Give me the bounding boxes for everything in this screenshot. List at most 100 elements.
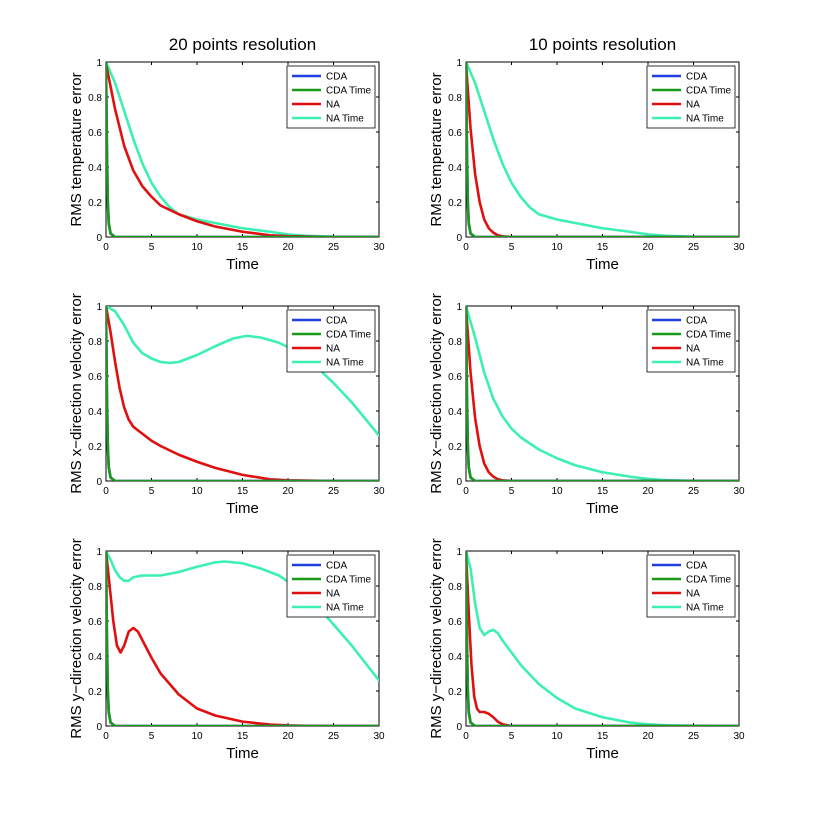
y-tick-label: 1 — [456, 302, 462, 313]
series-line-cda-time — [466, 306, 739, 481]
x-tick-label: 0 — [463, 242, 469, 253]
series-line-cda-time — [106, 306, 379, 481]
legend-label: CDA Time — [326, 330, 371, 341]
y-tick-label: 0.4 — [88, 652, 102, 663]
x-tick-label: 5 — [509, 731, 515, 742]
chart-panel-1: 0 5 10 15 20 25 30 0 0.2 0.4 0.6 0.8 1 CDA CDA Time NA N… — [428, 35, 745, 273]
legend-label: CDA — [326, 561, 347, 572]
x-tick-label: 15 — [597, 242, 609, 253]
y-tick-label: 0.2 — [88, 442, 102, 453]
x-tick-label: 20 — [642, 731, 654, 742]
x-tick-label: 5 — [509, 242, 515, 253]
legend-label: NA Time — [326, 603, 364, 614]
x-tick-label: 25 — [328, 486, 340, 497]
legend: CDA CDA Time NA NA Time — [646, 554, 736, 618]
series-line-cda-time — [106, 62, 379, 237]
y-axis-label: RMS y−direction velocity error — [428, 538, 445, 738]
x-tick-label: 5 — [509, 486, 515, 497]
legend-label: CDA Time — [686, 330, 731, 341]
chart-panel-0: 0 5 10 15 20 25 30 0 0.2 0.4 0.6 0.8 1 CDA CDA Time NA N… — [68, 35, 385, 273]
x-tick-label: 25 — [688, 486, 700, 497]
legend-label: NA Time — [686, 603, 724, 614]
legend-label: CDA — [326, 72, 347, 83]
legend-label: CDA Time — [326, 575, 371, 586]
y-tick-label: 0.4 — [448, 407, 462, 418]
y-tick-label: 0.4 — [88, 163, 102, 174]
x-tick-label: 5 — [149, 731, 155, 742]
y-tick-label: 0.4 — [448, 163, 462, 174]
x-tick-label: 0 — [463, 486, 469, 497]
series-line-cda-time — [466, 551, 739, 726]
legend-label: NA — [326, 589, 340, 600]
x-axis-label: Time — [586, 745, 619, 762]
y-axis-label: RMS x−direction velocity error — [428, 293, 445, 493]
y-tick-label: 1 — [96, 302, 102, 313]
x-tick-label: 25 — [328, 731, 340, 742]
x-tick-label: 0 — [103, 731, 109, 742]
legend: CDA CDA Time NA NA Time — [646, 65, 736, 129]
legend-label: CDA — [686, 72, 707, 83]
x-tick-label: 15 — [237, 242, 249, 253]
x-tick-label: 25 — [688, 731, 700, 742]
y-tick-label: 0.6 — [88, 617, 102, 628]
x-tick-label: 30 — [373, 486, 385, 497]
y-tick-label: 0.2 — [88, 687, 102, 698]
legend: CDA CDA Time NA NA Time — [286, 554, 376, 618]
legend-label: CDA — [326, 316, 347, 327]
legend-label: CDA Time — [686, 86, 731, 97]
x-tick-label: 20 — [642, 242, 654, 253]
y-tick-label: 0 — [96, 477, 102, 488]
y-tick-label: 0 — [456, 722, 462, 733]
x-tick-label: 10 — [551, 242, 563, 253]
legend-label: NA Time — [326, 114, 364, 125]
legend-label: CDA — [686, 561, 707, 572]
y-tick-label: 0.4 — [448, 652, 462, 663]
y-tick-label: 0.6 — [448, 372, 462, 383]
y-tick-label: 0.8 — [448, 93, 462, 104]
y-tick-label: 0.2 — [448, 198, 462, 209]
x-tick-label: 30 — [733, 242, 745, 253]
legend-label: NA — [686, 344, 700, 355]
y-tick-label: 1 — [456, 58, 462, 69]
x-tick-label: 30 — [373, 731, 385, 742]
x-tick-label: 20 — [282, 731, 294, 742]
chart-title: 20 points resolution — [169, 35, 316, 54]
series-line-na-time — [466, 551, 739, 726]
series-line-na-time — [466, 306, 739, 481]
x-tick-label: 0 — [463, 731, 469, 742]
legend-label: NA — [326, 344, 340, 355]
chart-panel-5: 0 5 10 15 20 25 30 0 0.2 0.4 0.6 0.8 1 CDA CDA Time NA N… — [428, 538, 745, 762]
y-axis-label: RMS x−direction velocity error — [68, 293, 85, 493]
x-axis-label: Time — [586, 500, 619, 517]
legend-label: NA — [326, 100, 340, 111]
legend-label: NA Time — [326, 358, 364, 369]
y-tick-label: 0 — [456, 233, 462, 244]
x-tick-label: 0 — [103, 486, 109, 497]
y-tick-label: 0.8 — [448, 582, 462, 593]
x-tick-label: 15 — [237, 731, 249, 742]
x-tick-label: 10 — [191, 731, 203, 742]
legend-label: NA Time — [686, 114, 724, 125]
y-tick-label: 0.8 — [88, 582, 102, 593]
legend: CDA CDA Time NA NA Time — [286, 65, 376, 129]
y-tick-label: 0.8 — [448, 337, 462, 348]
y-tick-label: 0.4 — [88, 407, 102, 418]
legend-label: CDA — [686, 316, 707, 327]
chart-panel-2: 0 5 10 15 20 25 30 0 0.2 0.4 0.6 0.8 1 CDA CDA Time NA N… — [68, 293, 385, 517]
series-line-na — [106, 306, 379, 481]
x-tick-label: 30 — [373, 242, 385, 253]
y-tick-label: 1 — [456, 547, 462, 558]
x-tick-label: 30 — [733, 731, 745, 742]
x-tick-label: 10 — [551, 486, 563, 497]
y-tick-label: 0.8 — [88, 337, 102, 348]
x-tick-label: 20 — [282, 486, 294, 497]
y-tick-label: 0.2 — [88, 198, 102, 209]
y-tick-label: 1 — [96, 58, 102, 69]
x-tick-label: 5 — [149, 242, 155, 253]
x-axis-label: Time — [226, 500, 259, 517]
x-tick-label: 15 — [597, 486, 609, 497]
legend: CDA CDA Time NA NA Time — [286, 309, 376, 373]
x-tick-label: 25 — [688, 242, 700, 253]
x-tick-label: 10 — [551, 731, 563, 742]
